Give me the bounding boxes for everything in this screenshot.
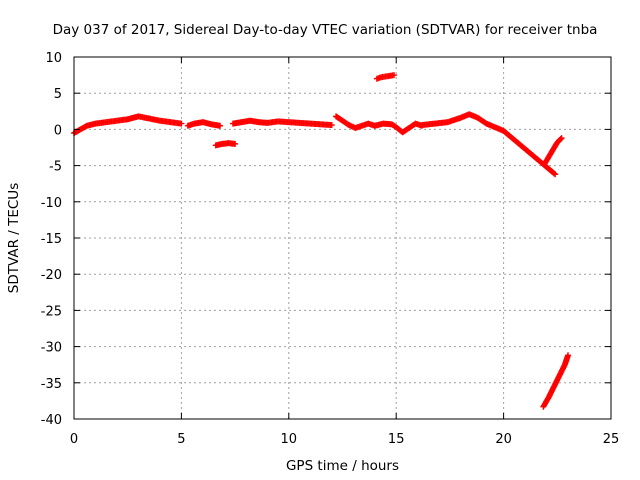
data-point bbox=[178, 120, 185, 127]
y-tick-label: -30 bbox=[41, 341, 62, 356]
data-track bbox=[541, 135, 565, 168]
x-tick-label: 0 bbox=[70, 432, 78, 447]
y-tick-label: -10 bbox=[41, 196, 62, 211]
y-tick-label: -5 bbox=[49, 160, 62, 175]
data-track bbox=[333, 113, 378, 131]
y-tick-label: 10 bbox=[45, 51, 62, 66]
data-point bbox=[551, 170, 558, 177]
data-track bbox=[371, 120, 425, 136]
data-series bbox=[71, 72, 572, 410]
x-tick-label: 10 bbox=[281, 432, 298, 447]
x-tick-label: 5 bbox=[177, 432, 185, 447]
data-point bbox=[391, 72, 398, 79]
grid-lines bbox=[74, 57, 611, 419]
y-tick-label: -25 bbox=[41, 304, 62, 319]
x-tick-label: 20 bbox=[495, 432, 512, 447]
axis-ticks: 0 5 10 15 20 25 10 5 0 -5 -10 -15 -20 -25 -30 -35 -40 bbox=[41, 51, 620, 447]
y-tick-label: 5 bbox=[54, 87, 62, 102]
y-tick-label: 0 bbox=[54, 123, 62, 138]
data-track bbox=[418, 111, 559, 178]
x-tick-label: 15 bbox=[388, 432, 405, 447]
y-tick-label: -20 bbox=[41, 268, 62, 283]
y-tick-label: -40 bbox=[41, 413, 62, 428]
chart-title: Day 037 of 2017, Sidereal Day-to-day VTE… bbox=[53, 22, 598, 38]
x-tick-label: 25 bbox=[603, 432, 620, 447]
data-track bbox=[229, 117, 335, 129]
data-track bbox=[540, 352, 572, 410]
y-tick-label: -35 bbox=[41, 377, 62, 392]
data-point bbox=[217, 122, 224, 129]
x-axis-label: GPS time / hours bbox=[286, 458, 399, 474]
data-track bbox=[71, 113, 185, 137]
data-point bbox=[232, 140, 239, 147]
y-axis-label: SDTVAR / TECUs bbox=[6, 183, 22, 293]
data-track bbox=[373, 72, 398, 82]
y-tick-label: -15 bbox=[41, 232, 62, 247]
data-track bbox=[212, 140, 239, 149]
data-point bbox=[558, 135, 565, 142]
data-point bbox=[328, 122, 335, 129]
data-point bbox=[557, 135, 564, 142]
data-point bbox=[565, 352, 572, 359]
data-point bbox=[552, 171, 559, 178]
data-track bbox=[184, 119, 224, 129]
